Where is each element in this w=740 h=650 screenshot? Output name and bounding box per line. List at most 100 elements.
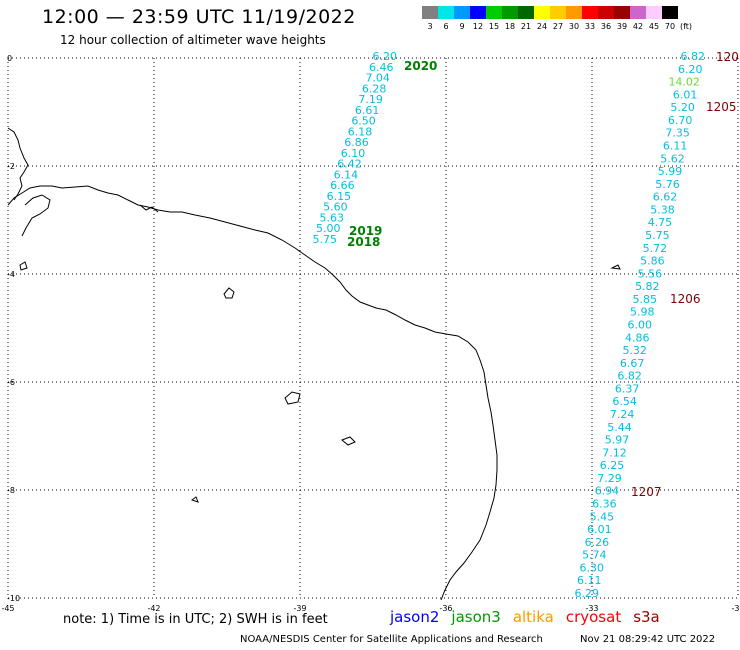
wave-height-label: 6.29 (575, 587, 600, 600)
wave-height-label: 6.28 (362, 82, 387, 95)
scale-swatch (534, 6, 550, 19)
wave-height-label: 5.76 (655, 178, 680, 191)
wave-height-label: 6.25 (600, 459, 625, 472)
coastline-delta (21, 194, 51, 237)
grid-labels: -45 -42 -39 -36 -33 -30 0 -2 -4 -6 -8 -10 (1, 54, 740, 613)
wave-height-label: 5.38 (650, 203, 675, 216)
wave-height-label: 5.20 (670, 101, 695, 114)
latitude-label: -2 (7, 162, 15, 171)
wave-height-label: 6.42 (337, 158, 362, 171)
scale-label: 30 (568, 22, 580, 31)
island-6 (610, 264, 621, 270)
satellite-name: jason2 (390, 608, 440, 626)
island-3 (284, 391, 301, 405)
scale-bin: 9 (454, 6, 470, 31)
wave-height-label: 6.61 (355, 104, 380, 117)
time-label: 120 (716, 50, 739, 64)
wave-height-label: 6.86 (344, 136, 369, 149)
coastline (7, 127, 621, 601)
wave-height-label: 6.11 (663, 140, 688, 153)
scale-label: 42 (632, 22, 644, 31)
wave-height-label: 7.19 (358, 93, 383, 106)
time-label: 2018 (347, 235, 380, 249)
wave-height-label: 6.62 (653, 191, 678, 204)
wave-height-label: 6.54 (612, 395, 637, 408)
wave-height-label: 6.82 (617, 370, 642, 383)
scale-bin: 12 (470, 6, 486, 31)
wave-height-label: 6.01 (587, 523, 612, 536)
scale-swatch (486, 6, 502, 19)
wave-height-label: 6.70 (668, 114, 693, 127)
wave-height-label: 5.82 (635, 280, 660, 293)
wave-height-label: 5.85 (633, 293, 658, 306)
time-label: 1207 (631, 485, 662, 499)
scale-swatch (598, 6, 614, 19)
scale-bin: 36 (598, 6, 614, 31)
scale-bin: 6 (438, 6, 454, 31)
scale-bin: 39 (614, 6, 630, 31)
wave-height-label: 5.56 (638, 267, 663, 280)
scale-swatch (582, 6, 598, 19)
satellite-name: s3a (633, 608, 660, 626)
scale-label: 9 (459, 22, 465, 31)
scale-swatch (422, 6, 438, 19)
scale-bin: 42 (630, 6, 646, 31)
scale-label: 18 (504, 22, 516, 31)
scale-bin: 30 (566, 6, 582, 31)
satellite-name: altika (512, 608, 554, 626)
scale-label: 15 (488, 22, 500, 31)
wave-height-label: 5.98 (630, 306, 655, 319)
longitude-label: -42 (147, 604, 160, 613)
longitude-label: -30 (731, 604, 740, 613)
scale-unit: (ft) (680, 22, 693, 31)
wave-height-label: 6.15 (327, 190, 352, 203)
map-grid (7, 57, 739, 599)
wave-height-label: 6.82 (681, 50, 706, 63)
wave-height-label: 7.29 (597, 472, 622, 485)
wave-height-label: 6.67 (620, 357, 645, 370)
coastline-north (7, 127, 29, 201)
wave-height-label: 5.86 (640, 255, 665, 268)
wave-height-label: 5.75 (313, 233, 338, 246)
scale-label: 3 (427, 22, 433, 31)
scale-label: 70 (664, 22, 676, 31)
wave-height-label: 5.60 (323, 201, 348, 214)
wave-height-label: 6.01 (673, 88, 698, 101)
satellite-tracks: 6.206.467.046.287.196.616.506.186.866.10… (313, 50, 739, 600)
scale-swatch (454, 6, 470, 19)
latitude-label: -10 (7, 594, 20, 603)
latitude-label: -6 (7, 378, 15, 387)
longitude-label: -33 (585, 604, 598, 613)
wave-height-label: 5.63 (320, 211, 345, 224)
time-label: 1205 (706, 100, 737, 114)
wave-height-label: 6.18 (348, 125, 373, 138)
scale-label: 39 (616, 22, 628, 31)
scale-label: 6 (443, 22, 449, 31)
time-label: 1206 (670, 292, 701, 306)
scale-label: 45 (648, 22, 660, 31)
satellite-name: cryosat (565, 608, 622, 626)
scale-bin: 27 (550, 6, 566, 31)
time-label: 2020 (404, 59, 437, 73)
wave-height-label: 5.45 (590, 510, 615, 523)
wave-height-label: 5.00 (316, 222, 341, 235)
satellite-name: jason3 (451, 608, 501, 626)
time-label: 2019 (349, 224, 382, 238)
page-subtitle: 12 hour collection of altimeter wave hei… (60, 33, 326, 47)
scale-swatch (662, 6, 678, 19)
latitude-label: 0 (7, 54, 12, 63)
island-2 (223, 287, 235, 299)
scale-swatch (502, 6, 518, 19)
wave-height-label: 6.30 (580, 561, 605, 574)
wave-height-label: 5.32 (622, 344, 647, 357)
scale-label: 33 (584, 22, 596, 31)
wave-height-label: 4.86 (625, 331, 650, 344)
wave-height-label: 6.36 (592, 498, 617, 511)
wave-height-label: 7.35 (665, 127, 690, 140)
scale-bin: 45 (646, 6, 662, 31)
wave-height-label: 6.37 (615, 382, 640, 395)
color-scale-legend: 3 6 9 12 15 18 21 24 27 30 33 36 39 42 45 70 (ft) (422, 6, 692, 31)
generated-timestamp: Nov 21 08:29:42 UTC 2022 (580, 634, 716, 645)
wave-height-label: 5.74 (582, 549, 607, 562)
scale-label: 12 (472, 22, 484, 31)
